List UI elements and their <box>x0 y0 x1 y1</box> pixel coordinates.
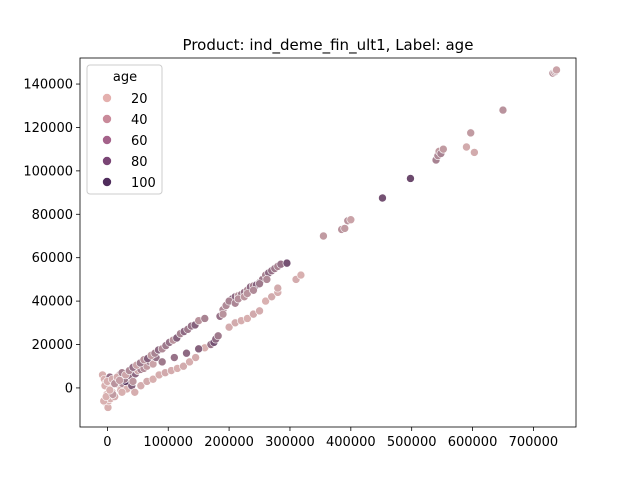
data-point <box>117 387 127 397</box>
y-tick-label: 100000 <box>23 164 73 179</box>
x-tick-label: 400000 <box>326 435 376 450</box>
data-point <box>115 376 124 385</box>
data-point <box>462 142 471 152</box>
data-point <box>406 174 415 183</box>
data-point <box>200 314 210 323</box>
y-tick-label: 60000 <box>32 251 73 266</box>
data-point <box>273 283 283 293</box>
data-point <box>136 381 146 391</box>
legend-entries: 20 40 60 80 100 <box>102 92 156 191</box>
legend-marker <box>102 156 112 166</box>
data-point <box>319 231 328 241</box>
legend-label: 60 <box>131 134 148 149</box>
data-point <box>224 322 234 332</box>
y-tick-label: 140000 <box>23 78 73 93</box>
data-point <box>105 385 115 395</box>
data-point <box>213 331 223 341</box>
y-tick-label: 120000 <box>23 121 73 136</box>
data-point <box>255 279 264 289</box>
data-point <box>346 215 356 225</box>
data-point <box>170 353 179 362</box>
y-tick-label: 0 <box>65 381 73 396</box>
data-point <box>296 270 306 280</box>
y-tick-label: 80000 <box>32 208 73 223</box>
x-tick-label: 0 <box>103 435 111 450</box>
data-point <box>466 128 476 138</box>
data-point <box>261 296 270 306</box>
data-point <box>191 353 200 362</box>
data-point <box>243 314 252 323</box>
legend-marker <box>102 114 112 124</box>
legend: age 20 40 60 80 100 <box>86 64 163 195</box>
y-tick-label: 20000 <box>32 338 73 353</box>
data-points <box>98 65 561 412</box>
x-axis: 0 100000 200000 300000 400000 500000 600000 700… <box>103 427 558 450</box>
data-point <box>185 357 194 367</box>
y-axis: 0 20000 40000 60000 80000 100000 120000 140000 <box>23 78 80 396</box>
data-point <box>255 306 264 316</box>
legend-label: 20 <box>131 92 148 107</box>
data-point <box>128 377 138 386</box>
data-point <box>439 144 448 154</box>
x-tick-label: 500000 <box>387 435 437 450</box>
data-point <box>282 258 292 268</box>
data-point <box>262 275 272 284</box>
data-point <box>194 344 203 354</box>
legend-title: age <box>113 70 137 85</box>
legend-label: 80 <box>131 155 148 170</box>
legend-label: 40 <box>131 113 148 128</box>
chart-title: Product: ind_deme_fin_ult1, Label: age <box>183 36 474 55</box>
legend-label: 100 <box>131 176 156 191</box>
data-point <box>157 357 167 367</box>
data-point <box>378 193 387 203</box>
x-tick-label: 600000 <box>448 435 498 450</box>
data-point <box>130 387 140 397</box>
data-point <box>340 224 350 233</box>
data-point <box>267 292 277 302</box>
data-point <box>218 309 228 319</box>
data-point <box>498 105 508 115</box>
data-point <box>148 374 158 384</box>
data-point <box>470 148 479 157</box>
x-tick-label: 700000 <box>509 435 559 450</box>
legend-marker <box>102 177 112 187</box>
x-tick-label: 100000 <box>143 435 193 450</box>
data-point <box>552 65 561 75</box>
x-tick-label: 200000 <box>204 435 254 450</box>
legend-marker <box>102 93 112 103</box>
x-tick-label: 300000 <box>265 435 315 450</box>
data-point <box>182 348 191 358</box>
plot-frame <box>79 57 577 428</box>
legend-marker <box>102 135 112 145</box>
data-point <box>249 285 258 295</box>
y-tick-label: 40000 <box>32 295 73 310</box>
data-point <box>179 361 188 371</box>
